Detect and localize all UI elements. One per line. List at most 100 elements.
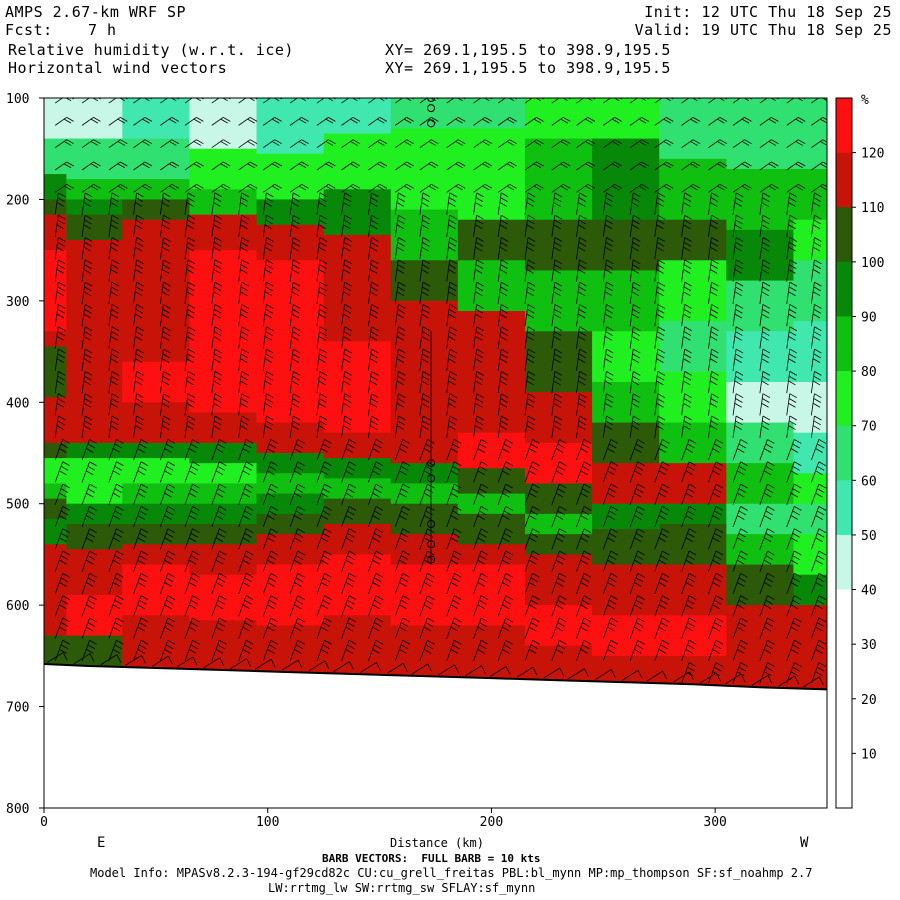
barb-feather <box>737 582 745 587</box>
wind-barb <box>654 326 666 349</box>
barb-feather <box>527 241 535 247</box>
barb-feather <box>348 617 357 623</box>
wind-barb <box>184 393 196 416</box>
wind-barb <box>238 139 258 149</box>
wind-barb <box>238 461 254 483</box>
barb-feather <box>683 331 692 336</box>
barb-feather <box>343 202 351 207</box>
barb-feather <box>421 358 429 363</box>
barb-shaft <box>238 461 247 483</box>
rh-band <box>793 432 827 474</box>
barb-feather <box>656 375 665 381</box>
wind-barb <box>473 595 489 617</box>
barb-feather <box>734 335 742 341</box>
barb-feather <box>658 492 667 498</box>
wind-barb <box>81 281 93 304</box>
barb-feather <box>813 197 821 202</box>
barb-shaft <box>81 117 94 126</box>
rh-band <box>44 174 67 201</box>
wind-barb <box>184 506 200 528</box>
wind-barb <box>551 214 563 238</box>
barb-feather <box>788 202 796 207</box>
barb-feather <box>814 304 822 309</box>
wind-barb <box>54 237 66 260</box>
barb-feather <box>217 577 225 583</box>
barb-shaft <box>238 573 247 595</box>
barb-feather <box>111 420 119 426</box>
wind-barb <box>133 415 144 438</box>
barb-feather <box>294 582 302 587</box>
wind-barb <box>368 161 388 171</box>
barb-feather <box>375 639 384 645</box>
barb-feather <box>583 572 592 578</box>
barb-feather <box>450 649 459 654</box>
barb-feather <box>814 371 822 376</box>
barb-feather <box>400 622 409 627</box>
barb-feather <box>792 465 800 471</box>
barb-feather <box>249 183 258 189</box>
barb-feather <box>533 163 542 169</box>
wind-barb <box>473 304 484 327</box>
wind-barb <box>108 595 124 617</box>
barb-feather <box>215 626 224 632</box>
barb-feather <box>632 420 640 426</box>
barb-feather <box>527 219 535 225</box>
barb-feather <box>136 281 144 287</box>
barb-feather <box>767 550 775 556</box>
barb-feather <box>450 537 459 543</box>
barb-shaft <box>238 415 243 438</box>
wind-barb <box>629 439 645 461</box>
barb-shaft <box>211 161 224 171</box>
barb-feather <box>789 281 797 287</box>
barb-feather <box>484 183 493 189</box>
barb-feather <box>506 163 515 169</box>
colorbar-swatch <box>836 480 852 536</box>
barb-feather <box>428 185 436 191</box>
wind-barb <box>54 161 74 171</box>
wind-barb <box>681 461 697 483</box>
wind-barb <box>810 662 827 684</box>
barb-feather <box>111 331 119 336</box>
barb-feather <box>318 224 326 230</box>
wind-barb <box>160 139 179 149</box>
barb-shaft <box>133 98 142 104</box>
rh-band <box>726 331 795 383</box>
barb-feather <box>637 617 645 623</box>
barb-feather <box>139 622 147 627</box>
rh-band <box>189 351 258 414</box>
barb-shaft <box>341 161 354 171</box>
barb-feather <box>585 163 593 169</box>
barb-shaft <box>576 282 580 304</box>
barb-feather <box>110 224 118 230</box>
barb-feather <box>139 488 147 493</box>
wind-barb <box>551 550 567 572</box>
barb-feather <box>790 537 799 543</box>
barb-feather <box>656 219 665 225</box>
barb-feather <box>587 183 596 189</box>
barb-feather <box>274 161 282 167</box>
wind-barb <box>184 326 196 349</box>
barb-feather <box>709 380 718 386</box>
wind-barb <box>262 281 274 304</box>
barb-feather <box>56 425 65 430</box>
barb-shaft <box>133 117 146 126</box>
barb-feather <box>292 348 301 354</box>
barb-feather <box>378 98 385 102</box>
barb-feather <box>244 599 252 605</box>
barb-feather <box>500 331 508 336</box>
barb-shaft <box>446 595 455 617</box>
wind-barb <box>446 439 462 461</box>
wind-barb <box>184 572 200 595</box>
barb-feather <box>817 443 825 449</box>
barb-feather <box>369 269 378 274</box>
barb-feather <box>428 141 436 146</box>
barb-feather <box>605 398 613 403</box>
barb-feather <box>319 415 328 421</box>
barb-feather <box>685 582 693 587</box>
barb-feather <box>735 398 743 403</box>
barb-feather <box>656 402 664 408</box>
wind-barb <box>81 371 93 394</box>
barb-feather <box>422 237 431 242</box>
barb-shaft <box>341 617 350 639</box>
barb-feather <box>583 483 592 489</box>
